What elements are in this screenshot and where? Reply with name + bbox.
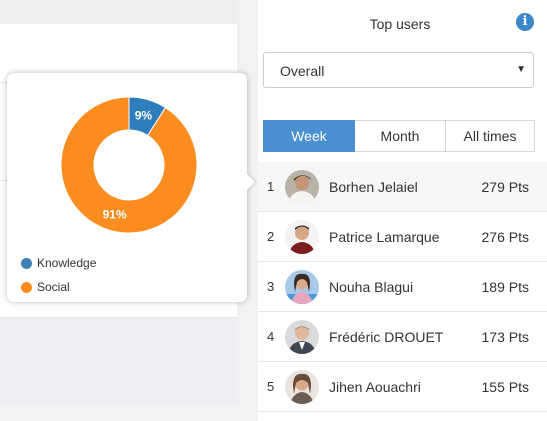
- period-tabs: Week Month All times: [263, 120, 535, 152]
- user-name[interactable]: Nouha Blagui: [329, 279, 414, 295]
- user-rank: 3: [267, 279, 275, 294]
- avatar[interactable]: [285, 270, 319, 304]
- info-icon[interactable]: i: [516, 13, 534, 31]
- legend-item-knowledge: Knowledge: [21, 251, 96, 275]
- page-header-strip: [0, 0, 237, 24]
- avatar[interactable]: [285, 220, 319, 254]
- user-points: 173 Pts: [481, 329, 529, 345]
- user-list: 1 Borhen Jelaiel 279 Pts 2: [258, 162, 547, 412]
- tab-all-times[interactable]: All times: [446, 120, 535, 152]
- chevron-down-icon: ▼: [516, 64, 526, 75]
- scope-select[interactable]: Overall ▼: [263, 52, 534, 88]
- user-points: 155 Pts: [481, 379, 529, 395]
- slice-label: 9%: [135, 109, 153, 123]
- slice-label: 91%: [103, 207, 127, 221]
- user-rank: 4: [267, 329, 275, 344]
- legend-dot: [21, 281, 32, 293]
- avatar[interactable]: [285, 320, 319, 354]
- select-value: Overall: [280, 63, 325, 79]
- user-rank: 5: [267, 379, 275, 394]
- legend-item-social: Social: [21, 275, 96, 299]
- user-row[interactable]: 1 Borhen Jelaiel 279 Pts: [258, 162, 547, 212]
- legend-label: Knowledge: [37, 256, 97, 270]
- user-name[interactable]: Borhen Jelaiel: [329, 179, 418, 195]
- user-rank: 2: [267, 229, 275, 244]
- tab-month[interactable]: Month: [355, 120, 446, 152]
- legend-label: Social: [37, 280, 70, 294]
- user-name[interactable]: Frédéric DROUET: [329, 329, 444, 345]
- user-points: 276 Pts: [481, 229, 529, 245]
- pie-slice-social[interactable]: [60, 96, 198, 234]
- score-breakdown-popover: 9% 91% Knowledge Social: [7, 73, 255, 302]
- user-row[interactable]: 2 Patrice Lamarque 276 Pts: [258, 212, 547, 262]
- user-row[interactable]: 5 Jihen Aouachri 155 Pts: [258, 362, 547, 412]
- user-row[interactable]: 4 Frédéric DROUET 173 Pts: [258, 312, 547, 362]
- user-points: 189 Pts: [481, 279, 529, 295]
- user-name[interactable]: Patrice Lamarque: [329, 229, 440, 245]
- avatar[interactable]: [285, 170, 319, 204]
- user-name[interactable]: Jihen Aouachri: [329, 379, 421, 395]
- panel-title: Top users: [369, 16, 431, 32]
- popover-arrow: [246, 173, 255, 191]
- top-users-panel: Top users i Overall ▼ Week Month All tim…: [258, 0, 547, 421]
- tab-week[interactable]: Week: [263, 120, 355, 152]
- background-panel: [0, 318, 237, 404]
- legend-dot: [21, 257, 32, 269]
- user-row[interactable]: 3 Nouha Blagui 189 Pts: [258, 262, 547, 312]
- user-rank: 1: [267, 179, 275, 194]
- chart-legend: Knowledge Social: [21, 251, 96, 299]
- user-points: 279 Pts: [481, 179, 529, 195]
- avatar[interactable]: [285, 370, 319, 404]
- donut-chart: 9% 91%: [60, 96, 198, 234]
